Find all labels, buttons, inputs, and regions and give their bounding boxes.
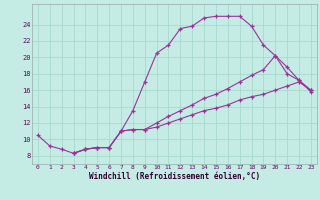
X-axis label: Windchill (Refroidissement éolien,°C): Windchill (Refroidissement éolien,°C) <box>89 172 260 181</box>
